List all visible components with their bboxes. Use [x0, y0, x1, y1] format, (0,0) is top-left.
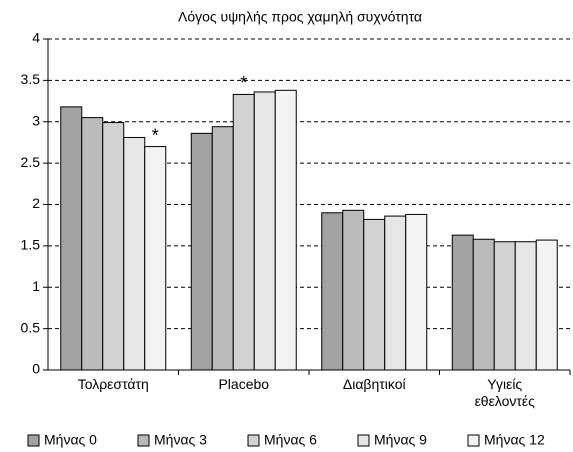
legend-swatch [357, 434, 370, 447]
y-tick-label: 0 [32, 361, 40, 377]
annotation: * [152, 125, 159, 145]
bar [190, 132, 213, 371]
bar [232, 93, 255, 371]
x-tick-label: Τολρεστάτη [77, 376, 149, 392]
x-tick-label: Διαβητικοί [342, 376, 406, 392]
legend-label: Μήνας 3 [154, 432, 207, 448]
legend-label: Μήνας 6 [264, 432, 317, 448]
bar [535, 239, 558, 371]
y-tick-label: 3 [32, 112, 40, 128]
bar [321, 212, 344, 371]
bar [451, 234, 474, 371]
bar [253, 91, 276, 371]
bar [363, 218, 386, 371]
bar [405, 213, 428, 371]
bar [493, 241, 516, 371]
bar [472, 238, 495, 371]
legend-swatch [467, 434, 480, 447]
y-tick-label: 1.5 [21, 237, 41, 253]
legend-swatch [27, 434, 40, 447]
bar [81, 117, 104, 371]
y-tick-label: 2 [32, 195, 40, 211]
annotation: * [240, 73, 247, 93]
bar [384, 215, 407, 371]
legend-swatch [137, 434, 150, 447]
x-tick-label: Placebo [218, 376, 270, 392]
bar [60, 106, 83, 371]
legend-label: Μήνας 0 [44, 432, 97, 448]
bar [123, 136, 146, 371]
bar [144, 146, 167, 371]
legend-label: Μήνας 9 [374, 432, 427, 448]
bar [514, 241, 537, 371]
y-tick-label: 4 [32, 30, 40, 46]
legend-label: Μήνας 12 [484, 432, 545, 448]
y-tick-label: 3.5 [21, 71, 41, 87]
bar [102, 122, 125, 371]
bar [342, 209, 365, 371]
legend-swatch [247, 434, 260, 447]
y-tick-label: 1 [32, 278, 40, 294]
chart-title: Λόγος υψηλής προς χαμηλή συχνότητα [178, 9, 422, 25]
bar [274, 89, 297, 371]
y-tick-label: 0.5 [21, 319, 41, 335]
x-tick-label: Υγιείς εθελοντές [474, 376, 535, 409]
y-tick-label: 2.5 [21, 154, 41, 170]
bar [211, 126, 234, 371]
